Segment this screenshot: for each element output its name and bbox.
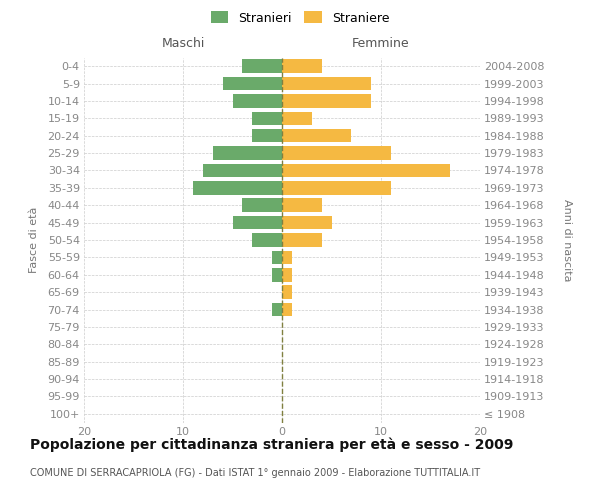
Bar [282,286,292,299]
Bar [272,250,282,264]
Bar [253,129,282,142]
Bar [282,77,371,90]
Bar [272,268,282,281]
Bar [282,198,322,212]
Bar [282,181,391,194]
Bar [253,233,282,247]
Bar [282,94,371,108]
Bar [242,198,282,212]
Bar [223,77,282,90]
Text: COMUNE DI SERRACAPRIOLA (FG) - Dati ISTAT 1° gennaio 2009 - Elaborazione TUTTITA: COMUNE DI SERRACAPRIOLA (FG) - Dati ISTA… [30,468,480,477]
Bar [282,216,331,230]
Bar [282,164,450,177]
Bar [193,181,282,194]
Bar [233,94,282,108]
Legend: Stranieri, Straniere: Stranieri, Straniere [208,8,392,27]
Bar [282,129,352,142]
Bar [282,112,312,125]
Bar [272,302,282,316]
Bar [282,268,292,281]
Y-axis label: Anni di nascita: Anni di nascita [562,198,572,281]
Bar [233,216,282,230]
Bar [203,164,282,177]
Bar [282,302,292,316]
Text: Popolazione per cittadinanza straniera per età e sesso - 2009: Popolazione per cittadinanza straniera p… [30,438,514,452]
Bar [212,146,282,160]
Bar [282,233,322,247]
Bar [253,112,282,125]
Bar [282,60,322,73]
Bar [242,60,282,73]
Y-axis label: Fasce di età: Fasce di età [29,207,39,273]
Bar [282,146,391,160]
Text: Maschi: Maschi [161,37,205,50]
Text: Femmine: Femmine [352,37,410,50]
Bar [282,250,292,264]
